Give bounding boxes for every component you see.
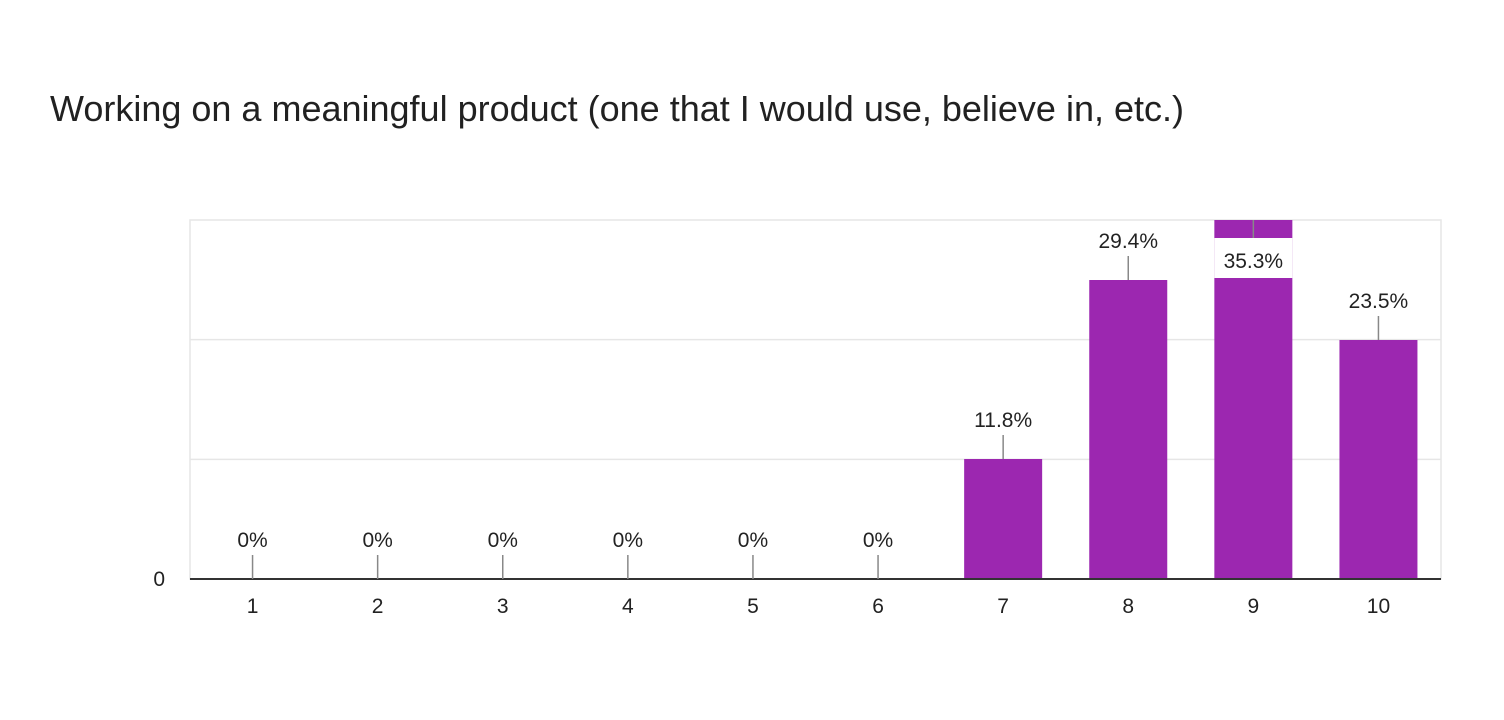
data-label-3: 0% — [488, 529, 518, 552]
data-label-8: 29.4% — [1098, 230, 1158, 253]
data-label-bg-9 — [1214, 238, 1293, 278]
data-label-5: 0% — [738, 529, 768, 552]
y-tick-label-0: 0 — [153, 568, 165, 591]
data-label-4: 0% — [613, 529, 643, 552]
x-tick-label-10: 10 — [1367, 595, 1390, 618]
bar-7 — [964, 458, 1043, 579]
data-labels: 0% 0% 0% 0% 0% 0% 11.8% 29.4% 35.3% 23.5% — [237, 220, 1408, 579]
bar-10 — [1339, 340, 1418, 579]
bar-9 — [1214, 220, 1293, 579]
x-tick-label-9: 9 — [1248, 595, 1260, 618]
bars — [964, 220, 1418, 579]
data-label-2: 0% — [362, 529, 392, 552]
data-label-6: 0% — [863, 529, 893, 552]
axes: 1 2 3 4 5 6 7 8 9 10 0 — [153, 568, 1441, 618]
x-tick-label-3: 3 — [497, 595, 509, 618]
chart-title: Working on a meaningful product (one tha… — [50, 88, 1184, 129]
x-tick-label-7: 7 — [997, 595, 1009, 618]
x-tick-label-8: 8 — [1122, 595, 1134, 618]
x-tick-label-4: 4 — [622, 595, 634, 618]
data-label-7: 11.8% — [974, 409, 1032, 432]
x-tick-label-6: 6 — [872, 595, 884, 618]
data-label-9: 35.3% — [1224, 250, 1284, 273]
x-tick-label-2: 2 — [372, 595, 384, 618]
data-label-1: 0% — [237, 529, 267, 552]
data-label-10: 23.5% — [1349, 290, 1409, 313]
x-tick-label-5: 5 — [747, 595, 759, 618]
x-tick-label-1: 1 — [247, 595, 259, 618]
bar-8 — [1089, 280, 1168, 579]
